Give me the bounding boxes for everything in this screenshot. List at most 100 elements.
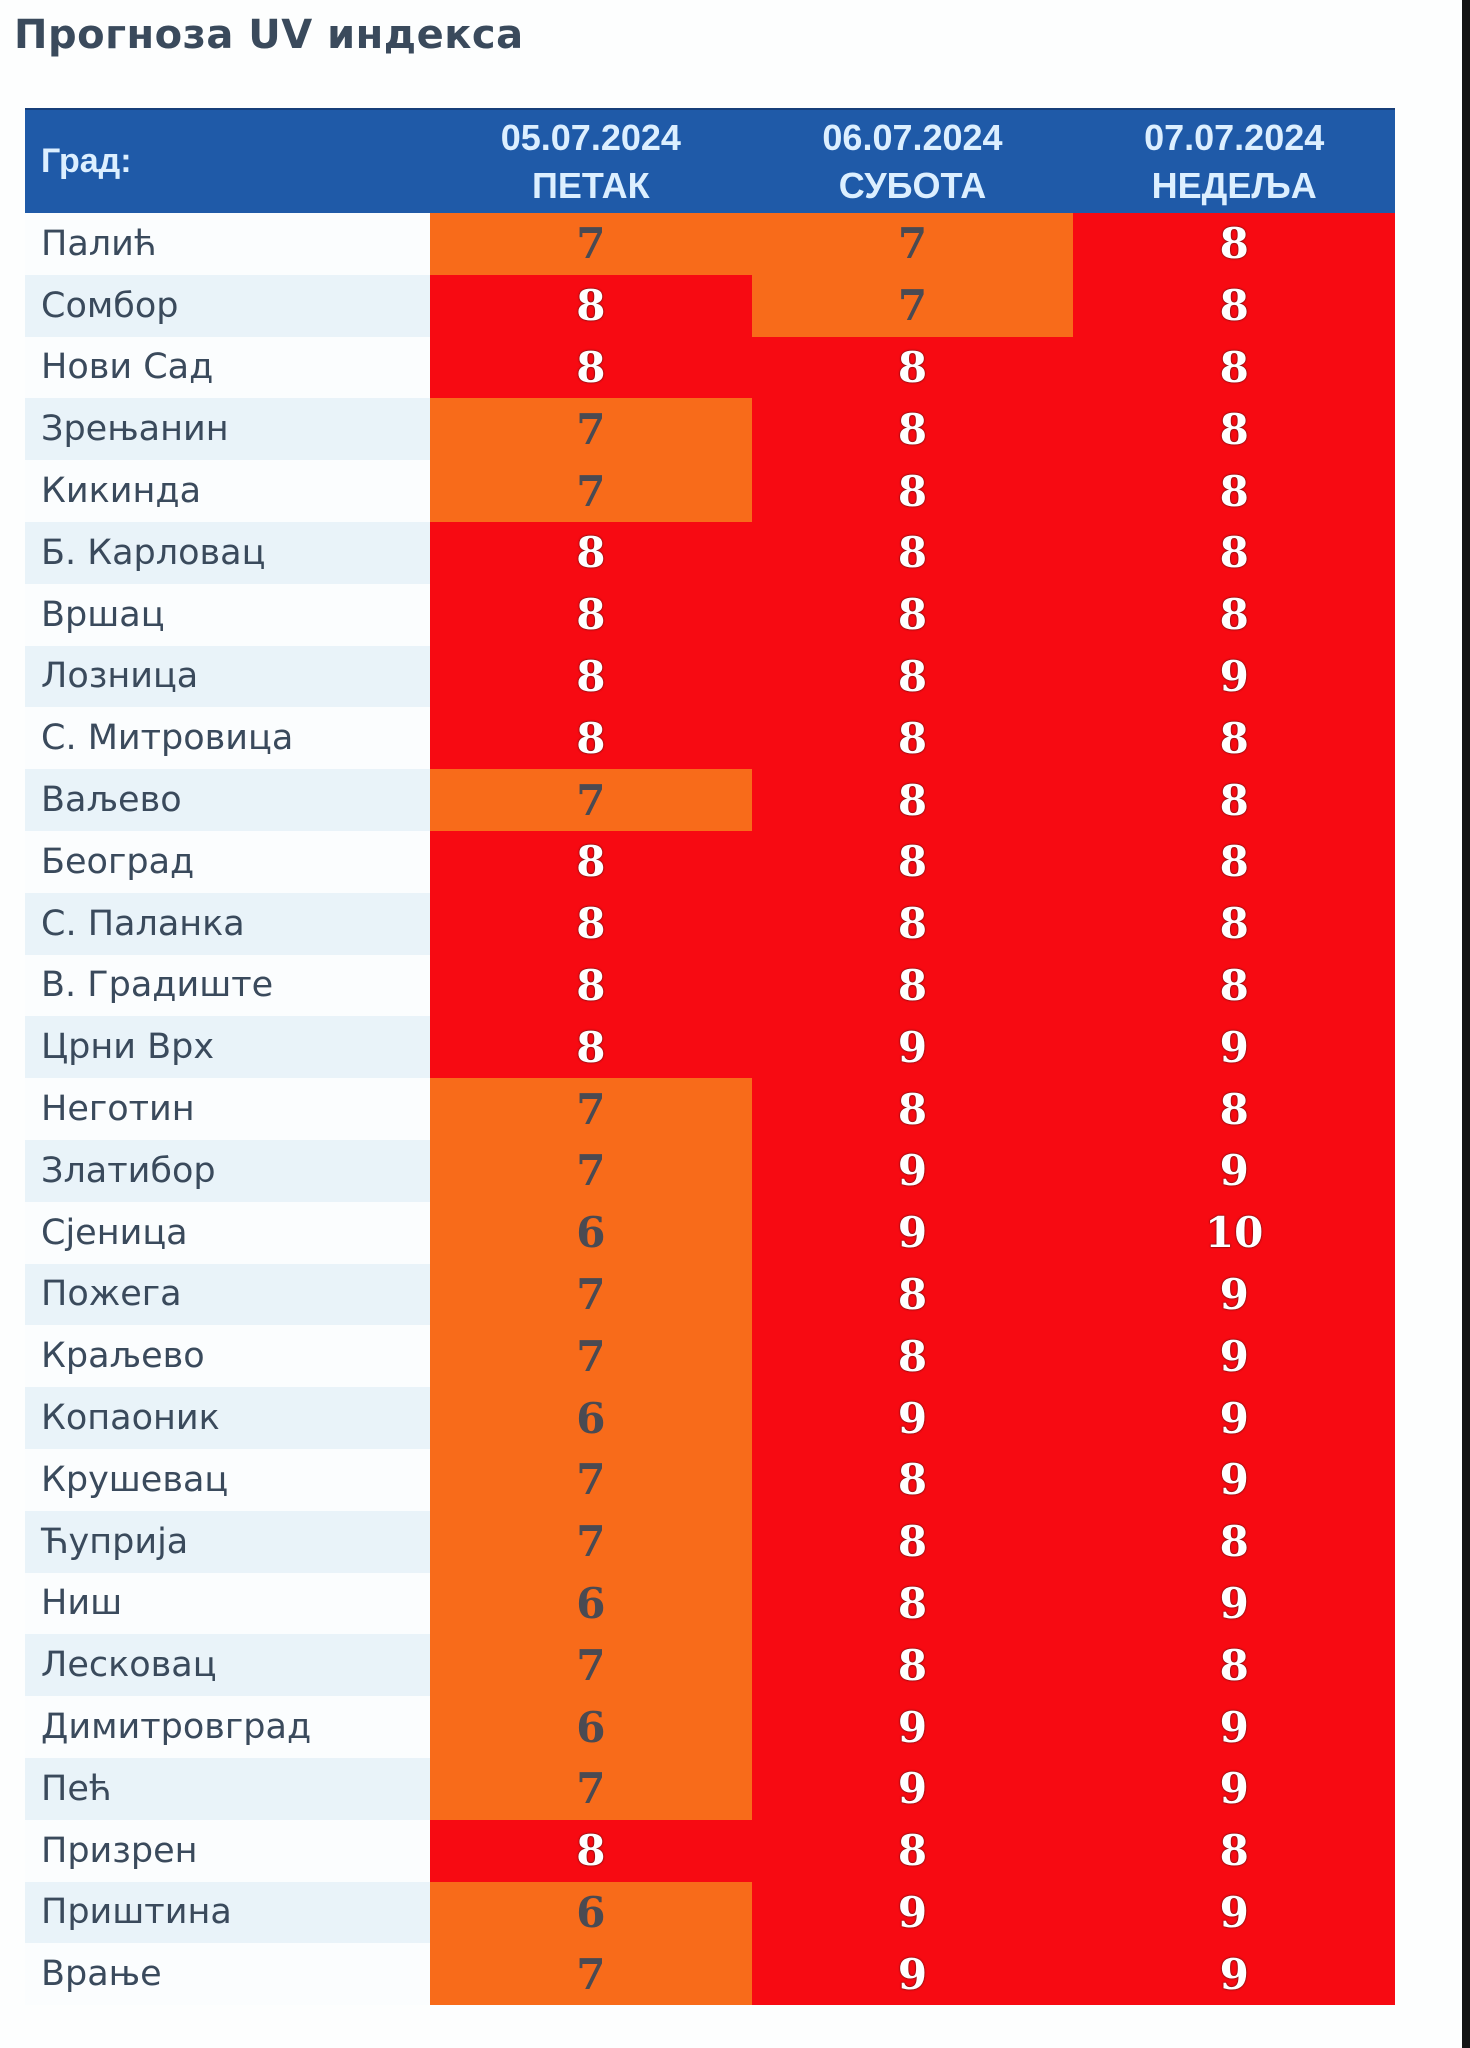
uv-value-cell: 8 (1073, 274, 1396, 337)
uv-value-cell: 8 (751, 1325, 1074, 1388)
uv-value-cell: 6 (430, 1881, 752, 1944)
uv-value-cell: 9 (751, 1757, 1074, 1820)
uv-value-cell: 9 (1073, 1943, 1396, 2006)
city-name: Б. Карловац (25, 521, 430, 584)
uv-value-cell: 7 (430, 398, 752, 461)
table-row: Зрењанин 7 8 8 (25, 398, 1396, 461)
city-name: Ћуприја (25, 1510, 430, 1573)
table-body: Палић 7 7 8 Сомбор 8 7 8 Нови Сад 8 8 8 Зрењанин 7 8 8 К… (25, 213, 1396, 2006)
city-name: Београд (25, 830, 430, 893)
uv-value-cell: 9 (1073, 1016, 1396, 1079)
uv-value-cell: 8 (1073, 521, 1396, 584)
day-date: 06.07.2024 (822, 116, 1003, 158)
uv-value-cell: 9 (751, 1387, 1074, 1449)
uv-value-cell: 6 (430, 1696, 752, 1758)
table-row: Златибор 7 9 9 (25, 1139, 1396, 1202)
table-row: Краљево 7 8 9 (25, 1325, 1396, 1388)
table-row: Ћуприја 7 8 8 (25, 1510, 1396, 1573)
uv-value-cell: 8 (430, 1819, 752, 1882)
city-name: Краљево (25, 1325, 430, 1388)
uv-value-cell: 8 (751, 583, 1074, 646)
table-row: Неготин 7 8 8 (25, 1078, 1396, 1140)
day-weekday: СУБОТА (838, 164, 987, 206)
uv-value-cell: 8 (430, 521, 752, 584)
uv-value-cell: 9 (1073, 1139, 1396, 1202)
uv-value-cell: 8 (430, 645, 752, 708)
day-column-header: 05.07.2024 ПЕТАК (430, 110, 752, 213)
uv-value-cell: 9 (751, 1943, 1074, 2006)
uv-value-cell: 8 (430, 954, 752, 1017)
day-column-header: 06.07.2024 СУБОТА (752, 110, 1074, 213)
uv-value-cell: 7 (430, 1325, 752, 1388)
uv-value-cell: 7 (430, 213, 752, 275)
city-name: Крушевац (25, 1448, 430, 1511)
uv-value-cell: 7 (430, 1757, 752, 1820)
uv-value-cell: 8 (751, 645, 1074, 708)
table-row: Пећ 7 9 9 (25, 1757, 1396, 1820)
table-row: Београд 8 8 8 (25, 830, 1396, 893)
city-name: Вршац (25, 583, 430, 646)
uv-value-cell: 9 (1073, 1696, 1396, 1758)
uv-value-cell: 9 (751, 1696, 1074, 1758)
table-row: С. Митровица 8 8 8 (25, 707, 1396, 770)
uv-value-cell: 9 (1073, 1263, 1396, 1326)
uv-value-cell: 9 (1073, 1325, 1396, 1388)
uv-value-cell: 8 (1073, 1634, 1396, 1697)
uv-value-cell: 6 (430, 1572, 752, 1635)
city-name: Нови Сад (25, 336, 430, 399)
uv-value-cell: 8 (751, 1572, 1074, 1635)
day-date: 05.07.2024 (500, 116, 681, 158)
uv-value-cell: 7 (430, 1634, 752, 1697)
uv-value-cell: 8 (1073, 1510, 1396, 1573)
uv-value-cell: 8 (430, 1016, 752, 1079)
city-name: Ниш (25, 1572, 430, 1635)
table-row: Лозница 8 8 9 (25, 645, 1396, 708)
day-weekday: ПЕТАК (532, 164, 650, 206)
table-row: Призрен 8 8 8 (25, 1819, 1396, 1882)
uv-value-cell: 10 (1073, 1201, 1396, 1264)
table-row: Сјеница 6 9 10 (25, 1201, 1396, 1264)
uv-value-cell: 8 (1073, 1078, 1396, 1140)
uv-value-cell: 8 (1073, 213, 1396, 275)
city-name: Приштина (25, 1881, 430, 1944)
uv-value-cell: 8 (751, 521, 1074, 584)
uv-value-cell: 8 (751, 1078, 1074, 1140)
uv-value-cell: 8 (1073, 707, 1396, 770)
table-row: Црни Врх 8 9 9 (25, 1016, 1396, 1079)
city-name: Зрењанин (25, 398, 430, 461)
city-name: Пожега (25, 1263, 430, 1326)
table-row: Б. Карловац 8 8 8 (25, 521, 1396, 584)
uv-value-cell: 8 (430, 707, 752, 770)
uv-value-cell: 8 (751, 954, 1074, 1017)
table-row: Ваљево 7 8 8 (25, 769, 1396, 831)
city-name: Сомбор (25, 274, 430, 337)
table-row: Палић 7 7 8 (25, 213, 1396, 275)
uv-value-cell: 8 (751, 707, 1074, 770)
table-row: Лесковац 7 8 8 (25, 1634, 1396, 1697)
uv-value-cell: 8 (430, 830, 752, 893)
uv-value-cell: 9 (751, 1139, 1074, 1202)
uv-value-cell: 7 (430, 460, 752, 522)
uv-value-cell: 8 (751, 1634, 1074, 1697)
table-row: Ниш 6 8 9 (25, 1572, 1396, 1635)
table-row: Крушевац 7 8 9 (25, 1448, 1396, 1511)
uv-value-cell: 8 (1073, 398, 1396, 461)
table-row: С. Паланка 8 8 8 (25, 892, 1396, 955)
city-name: Златибор (25, 1139, 430, 1202)
uv-value-cell: 7 (430, 1263, 752, 1326)
uv-value-cell: 8 (1073, 1819, 1396, 1882)
uv-value-cell: 9 (1073, 645, 1396, 708)
uv-value-cell: 9 (751, 1201, 1074, 1264)
uv-value-cell: 8 (430, 583, 752, 646)
uv-value-cell: 7 (430, 1448, 752, 1511)
city-name: Палић (25, 213, 430, 275)
uv-value-cell: 9 (1073, 1572, 1396, 1635)
uv-value-cell: 8 (751, 892, 1074, 955)
uv-value-cell: 8 (751, 1263, 1074, 1326)
uv-value-cell: 7 (430, 769, 752, 831)
city-name: С. Паланка (25, 892, 430, 955)
uv-value-cell: 7 (430, 1943, 752, 2006)
uv-value-cell: 7 (751, 274, 1074, 337)
uv-value-cell: 6 (430, 1387, 752, 1449)
table-row: Приштина 6 9 9 (25, 1881, 1396, 1944)
